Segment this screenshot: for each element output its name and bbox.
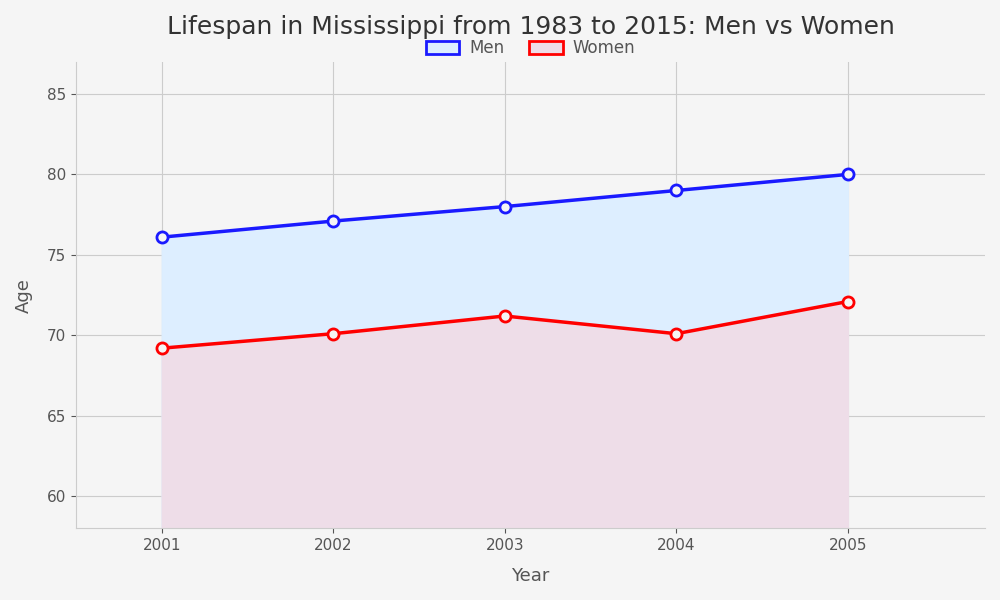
X-axis label: Year: Year	[511, 567, 550, 585]
Y-axis label: Age: Age	[15, 278, 33, 313]
Title: Lifespan in Mississippi from 1983 to 2015: Men vs Women: Lifespan in Mississippi from 1983 to 201…	[167, 15, 894, 39]
Legend: Men, Women: Men, Women	[419, 33, 642, 64]
